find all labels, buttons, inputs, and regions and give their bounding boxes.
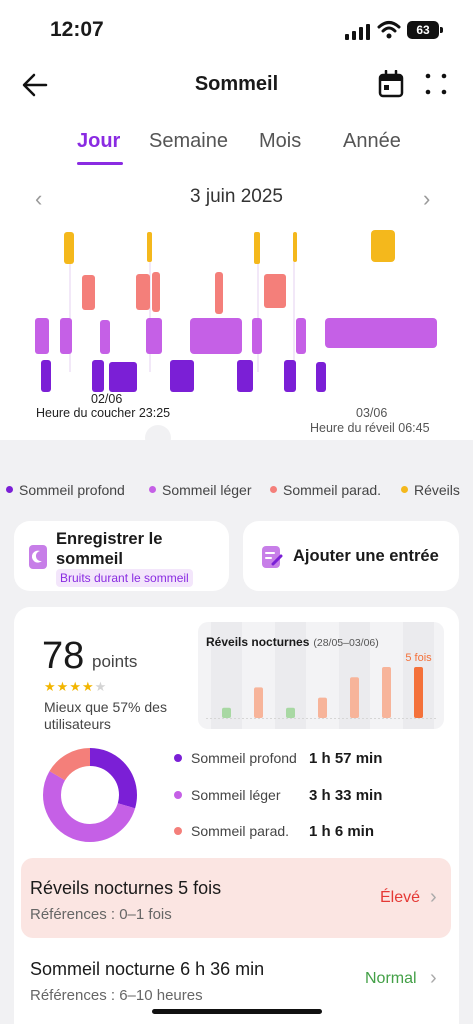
awakenings-chart-title-text: Réveils nocturnes bbox=[206, 635, 310, 649]
sleep-score-stars: ★★★★★ bbox=[44, 679, 107, 695]
star-empty-icon: ★ bbox=[94, 679, 108, 694]
legend-dot bbox=[401, 486, 408, 493]
breakdown-label-rem: Sommeil parad. bbox=[191, 823, 290, 839]
stage-light bbox=[35, 318, 437, 354]
active-tab-indicator bbox=[77, 162, 123, 165]
sleep-start-date: 02/06 bbox=[91, 392, 123, 406]
awakenings-alert-reference: Références : 0–1 fois bbox=[30, 906, 172, 923]
tab-month[interactable]: Mois bbox=[259, 130, 302, 152]
legend-label: Réveils bbox=[414, 482, 460, 498]
awakenings-chart-title: Réveils nocturnes (28/05–03/06) bbox=[206, 635, 379, 649]
top-panel bbox=[0, 0, 473, 440]
awakenings-bar bbox=[382, 667, 391, 718]
page-title: Sommeil bbox=[194, 73, 279, 95]
donut-segment-light bbox=[43, 748, 137, 842]
wifi-icon bbox=[377, 21, 401, 39]
breakdown-value-deep: 1 h 57 min bbox=[309, 750, 383, 767]
awakenings-highlight-label: 5 fois bbox=[405, 652, 432, 664]
stage-deep bbox=[41, 360, 326, 392]
awakenings-bar bbox=[222, 707, 231, 718]
app-header: Sommeil bbox=[0, 60, 473, 110]
breakdown-value-light: 3 h 33 min bbox=[309, 787, 383, 804]
back-arrow-icon[interactable] bbox=[20, 70, 50, 100]
night-sleep-row[interactable]: Sommeil nocturne 6 h 36 min Références :… bbox=[21, 948, 451, 1008]
battery-tip bbox=[440, 27, 443, 33]
breakdown-label-deep: Sommeil profond bbox=[191, 750, 297, 766]
record-sleep-icon bbox=[29, 545, 47, 569]
chevron-left-icon[interactable]: ‹ bbox=[35, 186, 43, 211]
score-comparison: Mieux que 57% des utilisateurs bbox=[44, 699, 167, 732]
legend-item-rem: Sommeil parad. bbox=[270, 482, 381, 498]
record-sleep-label: Enregistrer le sommeil bbox=[56, 530, 163, 568]
add-entry-label: Ajouter une entrée bbox=[293, 547, 439, 565]
awakenings-mini-chart[interactable]: Réveils nocturnes (28/05–03/06) 5 fois bbox=[198, 622, 444, 729]
home-indicator[interactable] bbox=[152, 1009, 322, 1014]
edit-note-icon bbox=[262, 546, 283, 568]
status-time: 12:07 bbox=[50, 18, 104, 41]
breakdown-dot-rem bbox=[174, 827, 182, 835]
breakdown-label-light: Sommeil léger bbox=[191, 787, 281, 803]
awakenings-chart-range: (28/05–03/06) bbox=[313, 637, 379, 649]
legend-item-deep: Sommeil profond bbox=[6, 482, 125, 498]
stage-awake bbox=[64, 230, 395, 264]
sleep-noise-badge[interactable]: Bruits durant le sommeil bbox=[56, 569, 193, 587]
star-icon: ★ bbox=[56, 679, 70, 694]
awakenings-bars: 5 fois bbox=[206, 622, 436, 729]
record-sleep-button[interactable]: Enregistrer le sommeil Bruits durant le … bbox=[14, 521, 229, 591]
sleep-score-value: 78 bbox=[42, 635, 85, 677]
chevron-right-icon: › bbox=[430, 967, 437, 989]
battery-icon: 63 bbox=[407, 21, 439, 39]
tab-day[interactable]: Jour bbox=[77, 130, 121, 152]
star-icon: ★ bbox=[69, 679, 82, 694]
awakenings-bar bbox=[350, 677, 359, 718]
tab-week[interactable]: Semaine bbox=[149, 130, 228, 152]
awakenings-bar bbox=[318, 697, 327, 718]
status-bar: 12:07 63 bbox=[0, 0, 473, 60]
breakdown-dot-light bbox=[174, 791, 182, 799]
add-entry-button[interactable]: Ajouter une entrée bbox=[243, 521, 459, 591]
bedtime-label: Heure du coucher 23:25 bbox=[36, 406, 171, 420]
breakdown-value-rem: 1 h 6 min bbox=[309, 823, 375, 840]
night-sleep-reference: Références : 6–10 heures bbox=[30, 987, 203, 1004]
star-icon: ★ bbox=[81, 679, 95, 694]
donut-segment-rem bbox=[43, 748, 137, 842]
tab-year[interactable]: Année bbox=[343, 130, 401, 152]
signal-icon bbox=[345, 24, 370, 40]
legend-dot bbox=[149, 486, 156, 493]
awakenings-alert-title: Réveils nocturnes 5 fois bbox=[30, 878, 222, 898]
sleep-stage-donut bbox=[43, 748, 137, 842]
night-sleep-status: Normal bbox=[365, 970, 417, 987]
date-navigation: ‹ 3 juin 2025 › bbox=[0, 182, 473, 212]
awakenings-bar bbox=[254, 687, 263, 718]
period-tabs: Jour Semaine Mois Année bbox=[0, 130, 473, 170]
chevron-right-icon: › bbox=[430, 886, 437, 908]
wake-date: 03/06 bbox=[356, 406, 388, 420]
sleep-summary-card: 78 points ★★★★★ Mieux que 57% des utilis… bbox=[14, 607, 459, 1024]
legend-item-awake: Réveils bbox=[401, 482, 460, 498]
legend-label: Sommeil léger bbox=[162, 482, 252, 498]
star-icon: ★ bbox=[44, 679, 57, 694]
awakenings-alert-status: Élevé bbox=[380, 889, 421, 906]
stage-legend: Sommeil profond Sommeil léger Sommeil pa… bbox=[6, 482, 473, 502]
legend-item-light: Sommeil léger bbox=[149, 482, 251, 498]
legend-label: Sommeil profond bbox=[19, 482, 125, 498]
sleep-score-unit: points bbox=[92, 652, 138, 671]
legend-label: Sommeil parad. bbox=[283, 482, 382, 498]
breakdown-dot-deep bbox=[174, 754, 182, 762]
awakenings-alert-row[interactable]: Réveils nocturnes 5 fois Références : 0–… bbox=[21, 858, 451, 938]
chart-scrubber-handle[interactable] bbox=[145, 425, 171, 451]
calendar-icon[interactable] bbox=[378, 70, 404, 98]
awakenings-bar bbox=[414, 667, 423, 718]
legend-dot bbox=[6, 486, 13, 493]
night-sleep-title: Sommeil nocturne 6 h 36 min bbox=[30, 959, 265, 979]
sleep-stage-chart bbox=[35, 230, 437, 392]
legend-dot bbox=[270, 486, 277, 493]
wake-time-label: Heure du réveil 06:45 bbox=[310, 421, 430, 435]
awakenings-bar bbox=[286, 707, 295, 718]
selected-date: 3 juin 2025 bbox=[190, 186, 283, 207]
more-options-icon[interactable] bbox=[424, 72, 448, 96]
chevron-right-icon[interactable]: › bbox=[423, 186, 431, 211]
stage-rem bbox=[82, 272, 286, 314]
